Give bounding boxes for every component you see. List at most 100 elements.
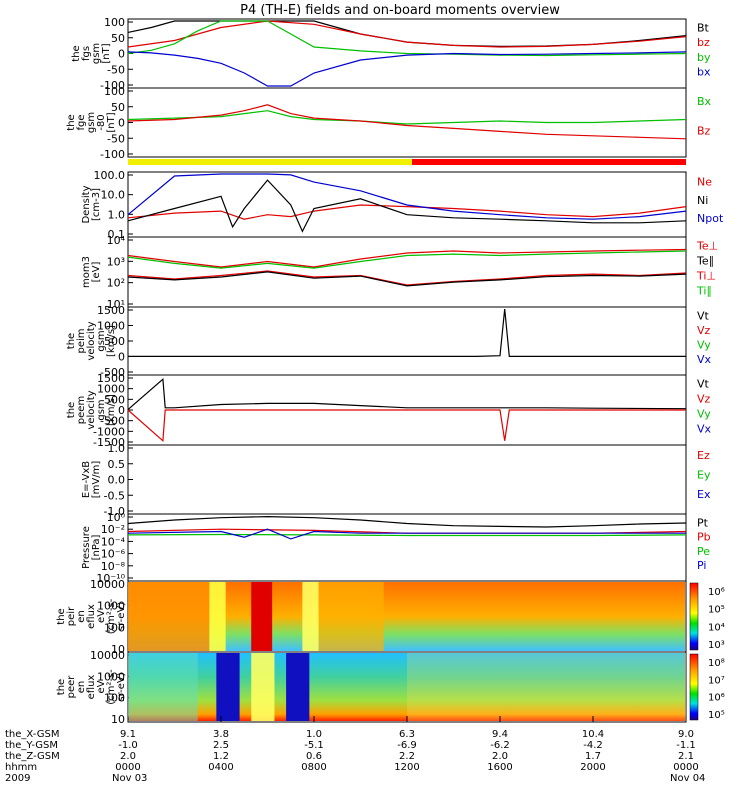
plot-title: P4 (TH-E) fields and on-board moments ov… [240,3,560,18]
y-tick-label: 1500 [97,304,125,317]
y-tick-label: 10.0 [101,189,126,202]
legend-by: by [697,51,711,64]
colorbar-label: 10⁶ [708,693,725,704]
panel-frame [127,444,687,515]
y-axis-label-line: gsm [91,43,102,64]
colorbar-label: 10⁵ [708,710,725,721]
series-Vt [127,377,687,411]
colorbar [689,653,699,721]
y-axis-label-line: gsm [96,399,107,420]
y-tick-label: 100 [104,692,125,705]
y-axis-label-line: eV [96,680,107,693]
y-tick-label: 1000 [97,600,125,613]
legend-Pe: Pe [697,545,710,558]
x-row-label: the_X-GSM [5,729,59,740]
x-tick-value: 1.0 [306,729,322,740]
series-Npot [127,173,687,220]
y-axis-label: the fgs gsm [nT] [71,43,112,64]
y-axis-label-line: E=-VxB [81,461,92,498]
y-tick-label: 0 [118,117,125,130]
y-axis-label: the peer en eflux eV (cm²-s-sr-eV) [56,669,127,705]
y-tick-label: 50 [111,101,125,114]
x-tick-value: 6.3 [399,729,415,740]
y-axis-label-line: [mV/m] [91,461,102,499]
y-tick-label: 10⁰ [107,511,126,524]
x-tick-value: 10.4 [582,729,604,740]
y-axis-label-line: the [66,333,77,349]
y-axis-label-line: fgs [81,46,92,61]
series-Ti⊥ [127,248,687,268]
x-tick-value: 2.5 [213,740,229,751]
panel-4: 10⁴ 10³ 10² 10¹ mom3 [eV] Te⊥ Te∥ Ti⊥ Ti∥ [81,234,718,311]
x-tick-value: 1600 [487,762,512,773]
x-row-label: the_Y-GSM [5,740,58,751]
colorbar-label: 10⁶ [708,587,725,598]
y-tick-label: 10000 [90,578,125,591]
x-tick-value: Nov 03 [112,773,147,784]
panel-frame [127,306,687,376]
spectrogram-band [251,582,273,651]
spectrogram-band [318,582,384,651]
y-axis-label-line: eflux [86,604,97,629]
colorbar-label: 10⁷ [708,675,725,686]
spectrogram-band [128,582,210,651]
series-Bz [127,104,687,140]
y-tick-label: 10⁻⁴ [101,535,126,548]
colorbar-label: 10³ [708,640,725,651]
x-tick-value: -1.1 [676,740,696,751]
x-tick-value: 1.2 [213,751,229,762]
spectrogram-band [209,582,226,651]
y-tick-label: 500 [104,335,125,348]
x-tick-value: 0800 [301,762,326,773]
y-axis-label-line: en [76,610,87,623]
x-tick-value: -4.2 [583,740,603,751]
series-Pi [127,528,686,540]
y-tick-label: 10000 [90,649,125,662]
y-axis-label-line: [eV] [91,262,102,283]
y-axis-label-line: en [76,681,87,694]
y-axis-label-line: [nPa] [91,534,102,560]
panel-2: 100 50 0 -50 -100 the fge gsm -80 [nT] Bx Bz [66,85,712,161]
y-axis-label-line: fge [76,114,87,130]
x-axis-labels: the_X-GSM 9.1 3.8 1.0 6.3 9.4 10.4 9.0 the_Y-GSM… [5,716,705,784]
y-tick-label: 100 [104,621,125,634]
y-tick-label: 10⁻² [101,523,125,536]
y-tick-label: -50 [107,63,125,76]
series-by [127,20,687,57]
x-tick-value: 0000 [673,762,698,773]
x-tick-value: 3.8 [213,729,229,740]
series-Ni [127,179,687,233]
series-Ti∥ [127,250,687,269]
x-tick-value: 9.0 [678,729,694,740]
series-Vt [128,308,686,357]
series-Te⊥ [127,270,687,286]
y-tick-label: -100 [100,79,125,92]
y-tick-label: -1000 [93,425,125,438]
y-axis-label-line: mom3 [81,256,92,288]
y-tick-label: 100.0 [94,169,126,182]
spectrogram-band [216,653,240,721]
legend-Te⊥: Te⊥ [696,240,718,253]
x-tick-value: 9.4 [492,729,508,740]
y-tick-label: 10¹ [107,298,125,311]
series-Vz [127,409,686,443]
legend-Ez: Ez [697,449,710,462]
y-tick-label: 1.0 [108,442,126,455]
x-tick-value: 2.0 [120,751,136,762]
legend-Bt: Bt [697,21,710,34]
y-axis-label: mom3 [eV] [81,256,102,288]
y-axis-label: E=-VxB [mV/m] [81,461,102,499]
y-tick-label: -1.0 [104,505,125,518]
y-axis-label-line: gsm [96,330,107,351]
legend-Vy: Vy [697,408,711,421]
y-tick-label: -0.5 [104,489,125,502]
y-axis-label: the peem velocity gsm [km/s] [66,390,117,429]
y-axis-label-line: peim [76,328,87,353]
x-tick-value: -6.9 [397,740,417,751]
colorbar-label: 10⁵ [708,605,725,616]
y-axis-label: Pressure [nPa] [81,526,102,569]
x-tick-value: 2.0 [492,751,508,762]
series-Te∥ [127,271,687,287]
legend-bx: bx [697,66,711,79]
